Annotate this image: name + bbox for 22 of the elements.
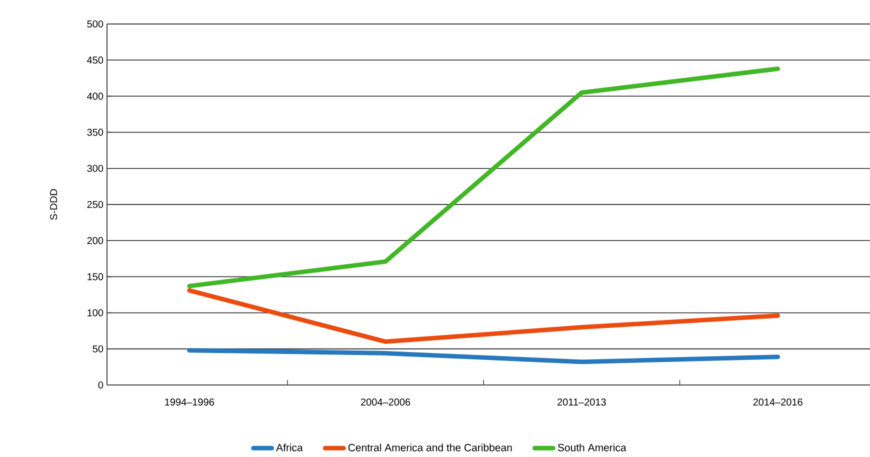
x-tick-label: 1994–1996 <box>165 398 214 406</box>
legend-label: Central America and the Caribbean <box>348 444 512 452</box>
y-tick-label: 200 <box>87 237 104 244</box>
x-tick-label: 2004–2006 <box>361 398 410 406</box>
y-tick-label: 250 <box>87 200 104 208</box>
legend-label: Africa <box>276 444 303 452</box>
x-tick-label: 2011–2013 <box>558 398 606 406</box>
y-tick-label: 300 <box>87 164 104 172</box>
y-tick-label: 500 <box>87 20 104 28</box>
y-tick-label: 100 <box>88 309 104 316</box>
y-tick-label: 350 <box>87 128 104 136</box>
y-tick-label: 50 <box>92 345 104 352</box>
y-tick-label: 400 <box>87 92 104 100</box>
y-tick-label: 150 <box>88 273 104 280</box>
line-series <box>187 288 780 344</box>
line-series <box>187 348 780 364</box>
y-tick-label: 450 <box>87 56 104 64</box>
line-series <box>187 66 780 288</box>
y-axis-title: S-DDD <box>50 189 58 220</box>
x-tick-label: 2014–2016 <box>753 398 802 406</box>
y-tick-label: 0 <box>98 381 104 389</box>
legend-label: South America <box>558 444 626 452</box>
